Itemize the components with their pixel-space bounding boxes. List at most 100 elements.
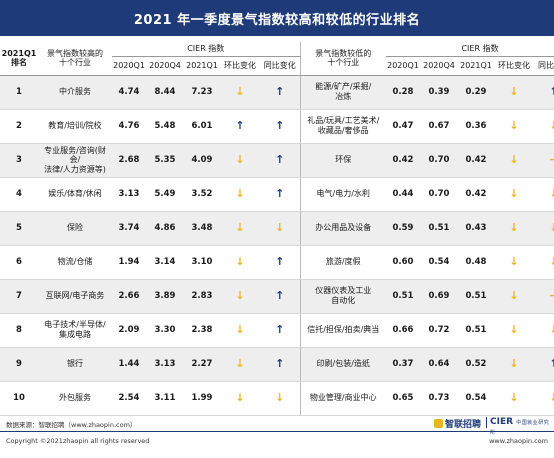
footer-divider xyxy=(0,431,554,432)
index-value-cell: 5.35 xyxy=(146,143,184,178)
arrow-down-icon: ↓ xyxy=(549,119,554,132)
site-url: www.zhaopin.com xyxy=(489,437,548,445)
index-value-cell: 3.13 xyxy=(146,347,184,382)
index-value-cell: 1.94 xyxy=(112,245,146,280)
arrow-down-icon: ↓ xyxy=(235,255,245,269)
index-value-cell: 2.27 xyxy=(184,347,220,382)
yoy-arrow-down-icon: ↓ xyxy=(534,177,554,212)
index-value-cell: 0.42 xyxy=(386,143,420,178)
arrow-down-icon: ↓ xyxy=(235,187,245,201)
index-value-cell: 2.54 xyxy=(112,381,146,416)
arrow-down-icon: ↓ xyxy=(509,187,519,201)
index-value-cell: 0.51 xyxy=(386,279,420,314)
index-value-cell: 2.83 xyxy=(184,279,220,314)
arrow-down-icon: ↓ xyxy=(509,323,519,337)
qoq-arrow-down-icon: ↓ xyxy=(220,347,260,382)
qoq-arrow-down-icon: ↓ xyxy=(220,313,260,348)
qoq-arrow-down-icon: ↓ xyxy=(494,177,534,212)
index-value-cell: 4.09 xyxy=(184,143,220,178)
industry-name-cell: 能源/矿产/采掘/ 冶炼 xyxy=(299,75,386,110)
yoy-arrow-down-icon: ↓ xyxy=(534,211,554,246)
industry-name-cell: 物业管理/商业中心 xyxy=(299,381,386,416)
qoq-arrow-down-icon: ↓ xyxy=(494,313,534,348)
index-value-cell: 0.60 xyxy=(386,245,420,280)
index-value-cell: 0.51 xyxy=(420,211,458,246)
arrow-down-icon: ↓ xyxy=(509,221,519,235)
arrow-up-icon: ↑ xyxy=(275,289,285,303)
index-value-cell: 0.51 xyxy=(458,313,494,348)
table-row: 7 互联网/电子商务 2.66 3.89 2.83 ↓ ↑ 仪器仪表及工业 自动化 0.51 0.… xyxy=(0,279,554,314)
arrow-up-icon: ↑ xyxy=(275,187,285,201)
index-value-cell: 0.73 xyxy=(420,381,458,416)
index-value-cell: 0.51 xyxy=(458,279,494,314)
arrow-up-icon: ↑ xyxy=(275,119,285,133)
copyright: Copyright ©2021zhaopin all rights reserv… xyxy=(6,437,150,445)
index-value-cell: 3.89 xyxy=(146,279,184,314)
arrow-down-icon: ↓ xyxy=(509,289,519,303)
index-value-cell: 3.30 xyxy=(146,313,184,348)
industry-name-cell: 银行 xyxy=(38,347,112,382)
industry-name-cell: 电子技术/半导体/ 集成电路 xyxy=(38,313,112,348)
industry-name-cell: 电气/电力/水利 xyxy=(299,177,386,212)
low-q1-header: 2020Q1 xyxy=(386,56,420,76)
qoq-arrow-down-icon: ↓ xyxy=(220,143,260,178)
industry-name-cell: 仪器仪表及工业 自动化 xyxy=(299,279,386,314)
table-row: 1 中介服务 4.74 8.44 7.23 ↓ ↑ 能源/矿产/采掘/ 冶炼 0.28 0.39 0… xyxy=(0,75,554,110)
index-value-cell: 3.14 xyxy=(146,245,184,280)
index-value-cell: 0.44 xyxy=(386,177,420,212)
index-value-cell: 0.29 xyxy=(458,75,494,110)
arrow-down-icon: ↓ xyxy=(509,391,519,405)
index-value-cell: 6.01 xyxy=(184,109,220,144)
low-industry-header: 景气指数较低的 十个行业 xyxy=(299,42,386,76)
low-cier-header: CIER 指数 xyxy=(386,42,554,57)
yoy-arrow-down-icon: ↓ xyxy=(260,381,300,416)
index-value-cell: 2.38 xyxy=(184,313,220,348)
industry-name-cell: 环保 xyxy=(299,143,386,178)
yoy-arrow-down-icon: ↓ xyxy=(260,211,300,246)
qoq-arrow-down-icon: ↓ xyxy=(494,75,534,110)
index-value-cell: 0.42 xyxy=(458,143,494,178)
yoy-arrow-right-icon: → xyxy=(534,143,554,178)
table-row: 3 专业服务/咨询(财会/ 法律/人力资源等) 2.68 5.35 4.09 ↓ ↑ 环保 0.… xyxy=(0,143,554,178)
index-value-cell: 7.23 xyxy=(184,75,220,110)
arrow-down-icon: ↓ xyxy=(509,255,519,269)
yoy-arrow-up-icon: ↑ xyxy=(260,279,300,314)
arrow-down-icon: ↓ xyxy=(235,357,245,371)
index-value-cell: 0.54 xyxy=(458,381,494,416)
yoy-arrow-down-icon: ↓ xyxy=(534,381,554,416)
qoq-arrow-down-icon: ↓ xyxy=(494,381,534,416)
rank-cell: 2 xyxy=(0,109,38,144)
qoq-arrow-up-icon: ↑ xyxy=(220,109,260,144)
low-q21-header: 2021Q1 xyxy=(458,56,494,76)
qoq-arrow-down-icon: ↓ xyxy=(494,109,534,144)
index-value-cell: 1.99 xyxy=(184,381,220,416)
index-value-cell: 4.86 xyxy=(146,211,184,246)
index-value-cell: 1.44 xyxy=(112,347,146,382)
arrow-down-icon: ↓ xyxy=(549,255,554,268)
arrow-up-icon: ↑ xyxy=(549,357,554,370)
index-value-cell: 2.68 xyxy=(112,143,146,178)
qoq-arrow-down-icon: ↓ xyxy=(494,211,534,246)
index-value-cell: 4.76 xyxy=(112,109,146,144)
industry-name-cell: 中介服务 xyxy=(38,75,112,110)
index-value-cell: 0.59 xyxy=(386,211,420,246)
industry-name-cell: 外包服务 xyxy=(38,381,112,416)
low-q4-header: 2020Q4 xyxy=(420,56,458,76)
index-value-cell: 0.39 xyxy=(420,75,458,110)
industry-name-cell: 保险 xyxy=(38,211,112,246)
arrow-up-icon: ↑ xyxy=(549,85,554,98)
arrow-right-icon: → xyxy=(549,153,554,166)
arrow-down-icon: ↓ xyxy=(509,119,519,133)
table-row: 2 教育/培训/院校 4.76 5.48 6.01 ↑ ↑ 礼品/玩具/工艺美术/ 收藏品/奢… xyxy=(0,109,554,144)
yoy-arrow-down-icon: ↓ xyxy=(534,313,554,348)
index-value-cell: 0.67 xyxy=(420,109,458,144)
arrow-down-icon: ↓ xyxy=(235,391,245,405)
index-value-cell: 8.44 xyxy=(146,75,184,110)
yoy-arrow-up-icon: ↑ xyxy=(260,313,300,348)
qoq-arrow-down-icon: ↓ xyxy=(220,211,260,246)
index-value-cell: 0.70 xyxy=(420,177,458,212)
index-value-cell: 0.64 xyxy=(420,347,458,382)
industry-name-cell: 办公用品及设备 xyxy=(299,211,386,246)
yoy-arrow-down-icon: ↓ xyxy=(534,245,554,280)
high-industry-header: 景气指数较高的 十个行业 xyxy=(38,42,112,76)
